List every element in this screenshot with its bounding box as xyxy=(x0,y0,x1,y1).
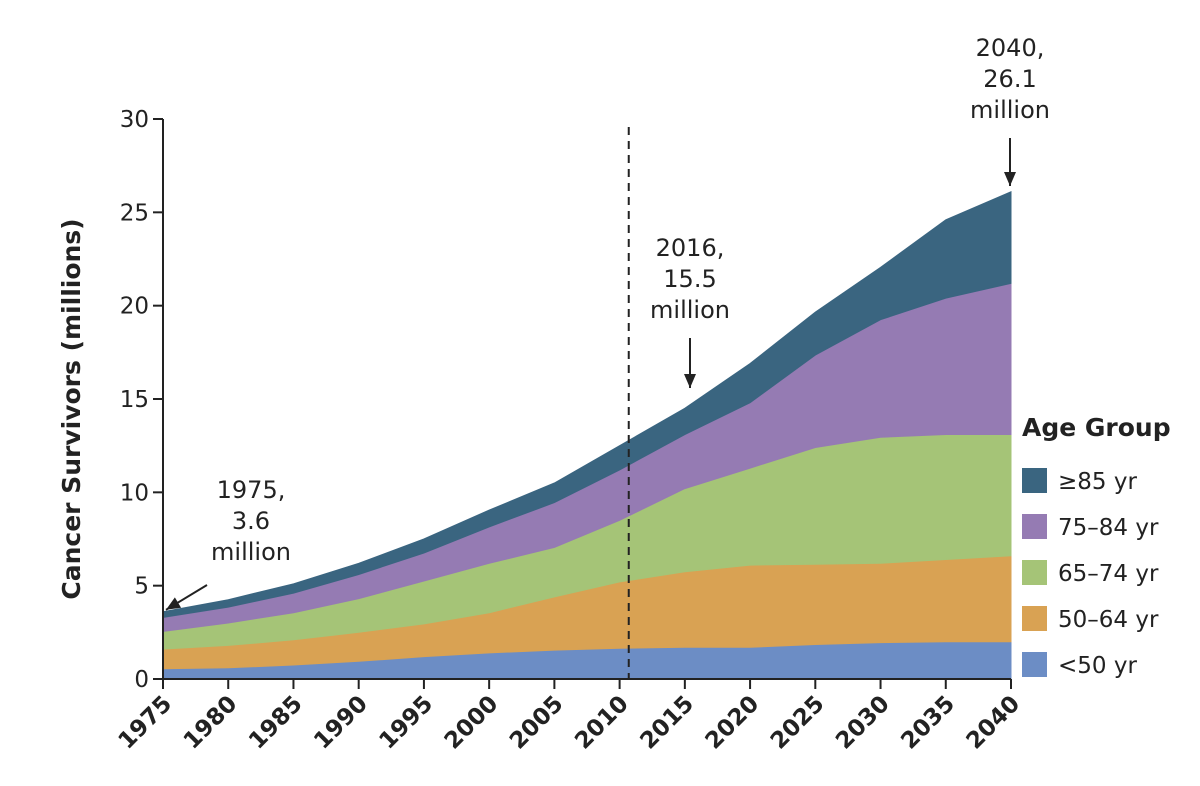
legend-swatch-75-84-yr xyxy=(1022,514,1047,539)
annotation-text: million xyxy=(211,538,291,566)
y-tick-label: 5 xyxy=(134,574,149,600)
annotation-text: million xyxy=(650,296,730,324)
x-tick-label: 1985 xyxy=(244,691,308,755)
x-tick-label: 2020 xyxy=(701,691,765,755)
y-axis-label: Cancer Survivors (millions) xyxy=(57,218,86,599)
legend: Age Group ≥85 yr 75–84 yr 65–74 yr 50–64 yr… xyxy=(1022,413,1171,679)
legend-swatch-65-74-yr xyxy=(1022,560,1047,585)
area-series-group xyxy=(162,191,1012,680)
annotation-text: 2040, xyxy=(976,34,1045,62)
annotation-2016: 2016, 15.5 million xyxy=(650,234,730,388)
annotation-arrow-head xyxy=(1004,172,1016,186)
y-ticks: 0 5 10 15 20 25 30 xyxy=(120,107,163,693)
y-tick-label: 30 xyxy=(120,107,149,133)
y-tick-label: 10 xyxy=(120,480,149,506)
x-tick-label: 1980 xyxy=(179,691,243,755)
x-tick-label: 2025 xyxy=(766,691,830,755)
annotation-text: million xyxy=(970,96,1050,124)
area-85-yr xyxy=(162,191,1012,618)
x-ticks: 1975 1980 1985 1990 1995 2000 2005 2010 2015 2020… xyxy=(114,679,1026,755)
legend-label-50-yr: <50 yr xyxy=(1058,653,1137,679)
legend-title: Age Group xyxy=(1022,413,1171,442)
annotation-text: 1975, xyxy=(217,476,286,504)
axes xyxy=(162,119,1011,689)
legend-label-65-74-yr: 65–74 yr xyxy=(1058,561,1159,587)
y-tick-label: 25 xyxy=(120,200,149,226)
legend-label-75-84-yr: 75–84 yr xyxy=(1058,515,1159,541)
annotation-text: 26.1 xyxy=(983,65,1036,93)
annotation-1975: 1975, 3.6 million xyxy=(165,476,291,611)
legend-swatch-85-yr xyxy=(1022,468,1047,493)
y-tick-label: 20 xyxy=(120,294,149,320)
x-tick-label: 2010 xyxy=(570,691,634,755)
x-tick-label: 2030 xyxy=(831,691,895,755)
y-tick-label: 15 xyxy=(120,387,149,413)
annotation-arrow-head xyxy=(166,597,182,610)
y-tick-label: 0 xyxy=(134,667,149,693)
x-tick-label: 2035 xyxy=(896,691,960,755)
annotation-arrow-head xyxy=(684,374,696,388)
annotation-text: 15.5 xyxy=(663,265,716,293)
x-tick-label: 1975 xyxy=(114,691,178,755)
legend-label-50-64-yr: 50–64 yr xyxy=(1058,607,1159,633)
annotations: 1975, 3.6 million 2016, 15.5 million 2040, 26.1… xyxy=(165,34,1050,611)
x-tick-label: 2015 xyxy=(635,691,699,755)
annotation-text: 2016, xyxy=(656,234,725,262)
x-tick-label: 2000 xyxy=(440,691,504,755)
legend-swatch-50-yr xyxy=(1022,652,1047,677)
annotation-text: 3.6 xyxy=(232,507,270,535)
x-tick-label: 1995 xyxy=(375,691,439,755)
x-tick-label: 2005 xyxy=(505,691,569,755)
legend-swatch-50-64-yr xyxy=(1022,606,1047,631)
legend-label-85-yr: ≥85 yr xyxy=(1058,469,1137,495)
x-tick-label: 1990 xyxy=(309,691,373,755)
annotation-2040: 2040, 26.1 million xyxy=(970,34,1050,186)
x-tick-label: 2040 xyxy=(962,691,1026,755)
